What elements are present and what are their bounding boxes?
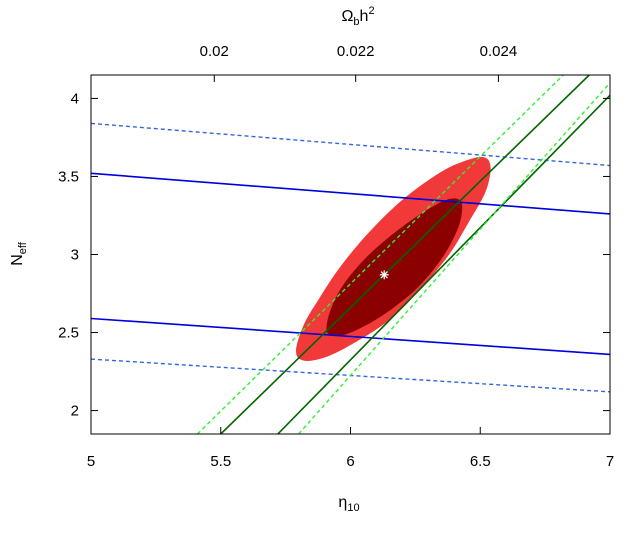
constraint-line-5 [220,75,590,434]
axis-ticks: 5 5.5 6 6.5 7 2 2.5 3 3.5 4 0.02 0.022 0.024 [58,43,614,470]
best-fit-marker [379,270,389,280]
x-tick-label: 7 [606,453,614,470]
y-axis-label: Neff [9,241,29,266]
x-axis-label-base: η [338,494,347,511]
y-tick-label: 3.5 [58,168,79,185]
top-axis-label-rest: h [360,8,369,25]
y-tick-label: 4 [71,90,79,107]
top-axis-label-sub: b [353,16,359,28]
constraint-line-7 [196,75,564,434]
x-axis-label-sub: 10 [347,502,359,514]
constraint-line-6 [277,94,610,434]
y-axis-label-base: N [9,254,26,266]
y-tick-label: 3 [71,247,79,264]
y-axis-label-sub: eff [17,241,29,254]
top-axis-label-sup: 2 [368,5,374,17]
constraint-line-2 [91,317,610,356]
y-tick-label: 2 [71,403,79,420]
top-tick-label: 0.024 [480,43,518,60]
x-axis-label: η10 [338,494,359,514]
top-axis-label-base: Ω [341,8,353,25]
top-tick-label: 0.02 [200,43,229,60]
top-axis-label: Ωbh2 [341,5,374,28]
top-tick-label: 0.022 [337,43,375,60]
best-fit-marker-stroke [380,271,388,279]
plot-area [91,75,610,434]
x-tick-label: 6.5 [470,453,491,470]
constraint-line-3 [91,122,610,167]
y-tick-label: 2.5 [58,325,79,342]
constraint-line-1 [91,172,610,215]
x-tick-label: 5 [87,453,95,470]
x-tick-label: 6 [346,453,354,470]
x-tick-label: 5.5 [210,453,231,470]
constraint-line-8 [298,82,610,434]
